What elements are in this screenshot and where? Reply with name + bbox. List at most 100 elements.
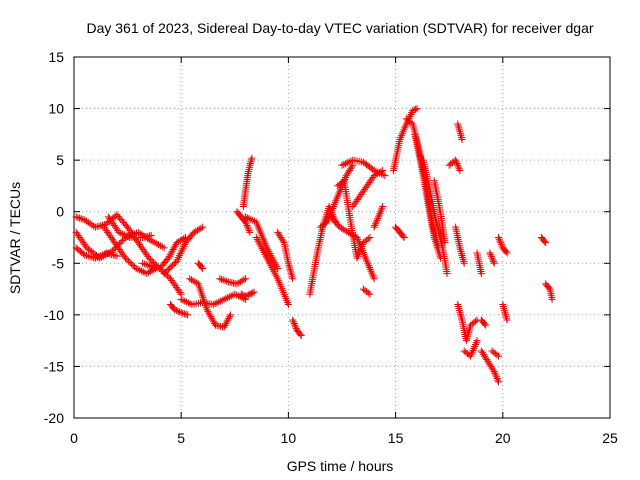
data-point — [364, 289, 372, 297]
series-s19 — [289, 316, 305, 339]
x-axis-ticks: 0 5 10 15 20 25 — [70, 57, 618, 446]
series-s30 — [411, 130, 445, 262]
data-point — [216, 275, 224, 283]
data-point — [102, 249, 110, 257]
data-point — [279, 237, 287, 245]
data-point — [297, 331, 305, 339]
data-point — [292, 325, 300, 333]
data-point — [179, 309, 187, 317]
data-point — [243, 221, 251, 229]
data-point — [147, 231, 155, 239]
series-s36 — [452, 223, 468, 267]
data-point — [366, 290, 374, 298]
data-point — [244, 291, 252, 299]
data-point — [246, 159, 254, 167]
data-point — [374, 215, 382, 223]
series-s17 — [252, 234, 292, 309]
data-point — [139, 268, 147, 276]
data-point — [289, 318, 297, 326]
data-point — [455, 165, 463, 173]
data-point — [455, 306, 463, 314]
data-point — [457, 248, 465, 256]
data-point — [375, 211, 383, 219]
data-point — [548, 295, 556, 303]
data-point — [490, 258, 498, 266]
data-point — [502, 248, 510, 256]
data-point — [409, 107, 417, 115]
series-s5 — [104, 213, 155, 241]
data-point — [77, 215, 85, 223]
series-s13 — [237, 288, 258, 300]
data-point — [499, 302, 507, 310]
data-point — [123, 256, 131, 264]
data-point — [501, 310, 509, 318]
data-point — [490, 259, 498, 267]
data-point — [72, 213, 80, 221]
data-point — [225, 293, 233, 301]
data-point — [219, 276, 227, 284]
series-s45 — [473, 249, 485, 278]
data-point — [182, 310, 190, 318]
data-point — [458, 314, 466, 322]
data-point — [122, 232, 130, 240]
data-point — [366, 234, 374, 241]
data-point — [378, 204, 386, 212]
series-s42 — [499, 301, 511, 324]
data-point — [177, 309, 185, 317]
data-point — [454, 122, 462, 130]
data-point — [452, 158, 460, 166]
data-point — [248, 154, 256, 162]
data-point — [222, 295, 230, 303]
data-point — [139, 259, 147, 267]
data-point — [458, 136, 466, 144]
data-point — [106, 250, 114, 258]
data-point — [150, 259, 158, 267]
series-s24 — [338, 156, 389, 180]
data-point — [486, 249, 494, 257]
series-s46 — [537, 234, 550, 247]
data-point — [174, 307, 182, 315]
data-point — [183, 298, 191, 306]
data-point — [496, 237, 504, 245]
data-point — [413, 105, 421, 113]
series-s12 — [194, 259, 207, 272]
data-point — [542, 239, 550, 247]
data-point — [129, 261, 137, 269]
data-point — [487, 252, 495, 260]
data-point — [291, 321, 299, 329]
data-point — [209, 301, 217, 309]
data-point — [109, 251, 117, 259]
x-axis-title: GPS time / hours — [287, 458, 394, 474]
data-point — [126, 259, 134, 267]
data-point — [184, 311, 192, 319]
data-point — [124, 233, 132, 241]
data-point — [247, 215, 255, 223]
data-point — [487, 251, 495, 259]
data-point — [491, 369, 499, 377]
data-point — [338, 161, 346, 169]
data-point — [176, 308, 184, 316]
data-point — [379, 203, 387, 211]
data-point — [495, 234, 503, 241]
data-point — [247, 156, 255, 164]
series-s25 — [349, 166, 387, 211]
y-tick-label: 10 — [48, 101, 64, 117]
data-point — [140, 260, 148, 268]
data-point — [292, 323, 300, 331]
data-point — [136, 266, 144, 274]
data-point — [221, 321, 229, 329]
data-point — [454, 161, 462, 169]
data-point — [83, 217, 91, 225]
data-point — [95, 252, 103, 260]
series-s26 — [370, 203, 387, 231]
data-point — [215, 298, 223, 306]
data-point — [495, 352, 503, 360]
data-point — [471, 317, 479, 325]
data-point — [147, 256, 155, 264]
series-s35 — [454, 120, 466, 144]
data-point — [76, 214, 84, 222]
series-s11 — [216, 275, 250, 288]
data-point — [237, 290, 245, 298]
series-s16 — [242, 213, 282, 272]
data-point — [148, 257, 156, 265]
